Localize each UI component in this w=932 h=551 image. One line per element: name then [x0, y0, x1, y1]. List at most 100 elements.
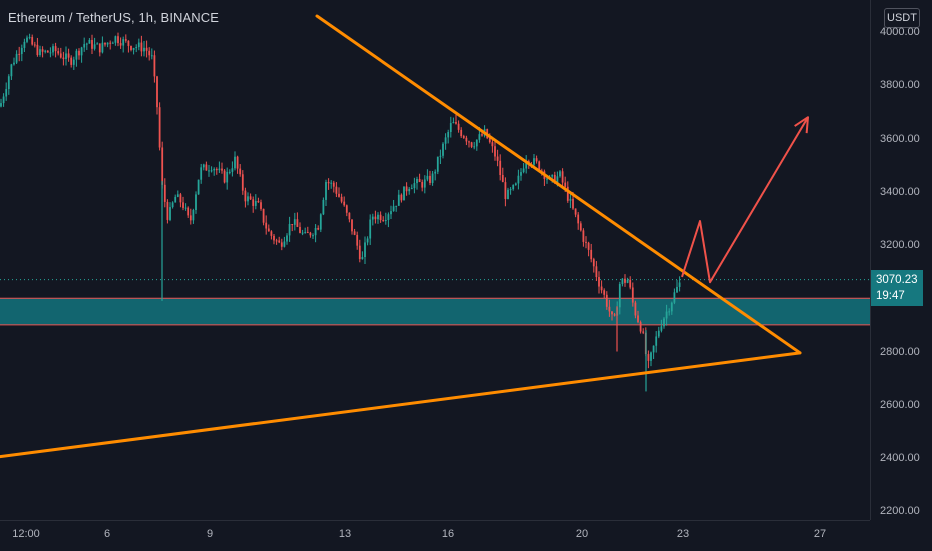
- candle-body: [390, 211, 392, 215]
- time-tick: 16: [441, 528, 455, 540]
- candle-body: [314, 227, 317, 236]
- candle-body: [135, 47, 138, 49]
- candle-body: [657, 330, 660, 337]
- candle-body: [642, 331, 645, 333]
- candle-body: [59, 53, 62, 58]
- candle-body: [104, 42, 106, 45]
- candle-body: [561, 171, 564, 183]
- candle-body: [364, 242, 366, 258]
- candle-body: [239, 168, 242, 175]
- candle-body: [49, 52, 52, 54]
- time-scale[interactable]: [0, 520, 870, 551]
- candle-body: [231, 168, 234, 172]
- candle-body: [525, 161, 528, 169]
- candle-body: [650, 352, 652, 361]
- candle-body: [663, 318, 665, 327]
- candle-body: [369, 219, 372, 239]
- candle-body: [585, 241, 587, 243]
- candle-body: [18, 53, 21, 55]
- candle-body: [418, 178, 421, 182]
- candle-body: [62, 57, 65, 60]
- candle-body: [223, 170, 226, 183]
- candle-body: [286, 235, 288, 242]
- candle-body: [507, 189, 509, 199]
- candle-body: [33, 44, 36, 46]
- candle-body: [249, 196, 252, 200]
- candle-body: [179, 194, 182, 203]
- candle-body: [509, 189, 512, 191]
- candle-body: [579, 223, 582, 231]
- candle-body: [270, 231, 273, 236]
- candle-body: [395, 205, 398, 207]
- candle-body: [301, 232, 304, 234]
- candle-body: [83, 44, 86, 48]
- candle-body: [80, 47, 83, 56]
- candle-body: [590, 249, 593, 260]
- candle-body: [353, 231, 356, 235]
- candle-body: [598, 277, 600, 287]
- candle-body: [556, 176, 559, 184]
- candle-body: [403, 186, 405, 201]
- candle-body: [668, 311, 671, 313]
- candle-body: [78, 50, 80, 56]
- candle-body: [228, 171, 231, 173]
- candle-body: [252, 199, 255, 206]
- candle-body: [176, 194, 179, 197]
- candle-body: [564, 182, 567, 187]
- price-tick: 2200.00: [880, 505, 920, 518]
- candle-body: [384, 220, 387, 222]
- candle-body: [338, 193, 340, 197]
- candle-body: [358, 245, 361, 260]
- candle-body: [13, 62, 15, 65]
- candle-body: [330, 182, 333, 184]
- chart-plot-area[interactable]: [0, 0, 870, 520]
- candle-body: [247, 196, 249, 202]
- candle-body: [23, 41, 26, 48]
- candle-body: [538, 161, 541, 171]
- candle-body: [192, 210, 195, 221]
- candle-body: [670, 302, 673, 312]
- candle-body: [153, 55, 156, 77]
- candle-body: [143, 47, 145, 52]
- candle-body: [213, 169, 216, 171]
- candle-body: [280, 242, 283, 247]
- candle-body: [39, 49, 41, 56]
- candle-body: [2, 96, 5, 104]
- candle-body: [187, 207, 190, 216]
- candle-body: [660, 326, 663, 331]
- candle-body: [15, 53, 18, 63]
- candle-body: [5, 89, 8, 97]
- candle-body: [226, 171, 229, 183]
- chart-title: Ethereum / TetherUS, 1h, BINANCE: [8, 10, 220, 25]
- candle-body: [332, 182, 335, 187]
- candle-body: [374, 216, 377, 220]
- candle-body: [291, 224, 294, 226]
- candle-body: [626, 279, 629, 283]
- candle-body: [93, 44, 96, 49]
- candle-body: [587, 242, 590, 250]
- time-tick: 6: [103, 528, 111, 540]
- candle-body: [517, 175, 520, 184]
- candle-body: [366, 238, 369, 243]
- candle-body: [499, 160, 502, 176]
- candle-body: [452, 122, 455, 124]
- candle-body: [475, 139, 478, 147]
- candle-body: [577, 214, 580, 224]
- candle-body: [184, 207, 187, 209]
- candle-body: [145, 47, 148, 51]
- candle-body: [400, 194, 403, 201]
- descending-trendline: [315, 14, 802, 355]
- candle-body: [647, 354, 650, 361]
- candle-body: [624, 278, 626, 283]
- candle-body: [127, 40, 130, 46]
- candle-body: [494, 146, 496, 157]
- candle-body: [618, 284, 621, 308]
- price-scale[interactable]: [870, 0, 932, 520]
- candle-body: [421, 181, 424, 188]
- candle-body: [665, 311, 668, 319]
- time-tick: 23: [676, 528, 690, 540]
- candle-body: [257, 201, 260, 203]
- candle-body: [319, 214, 322, 230]
- time-tick: 13: [338, 528, 352, 540]
- currency-badge[interactable]: USDT: [884, 8, 920, 28]
